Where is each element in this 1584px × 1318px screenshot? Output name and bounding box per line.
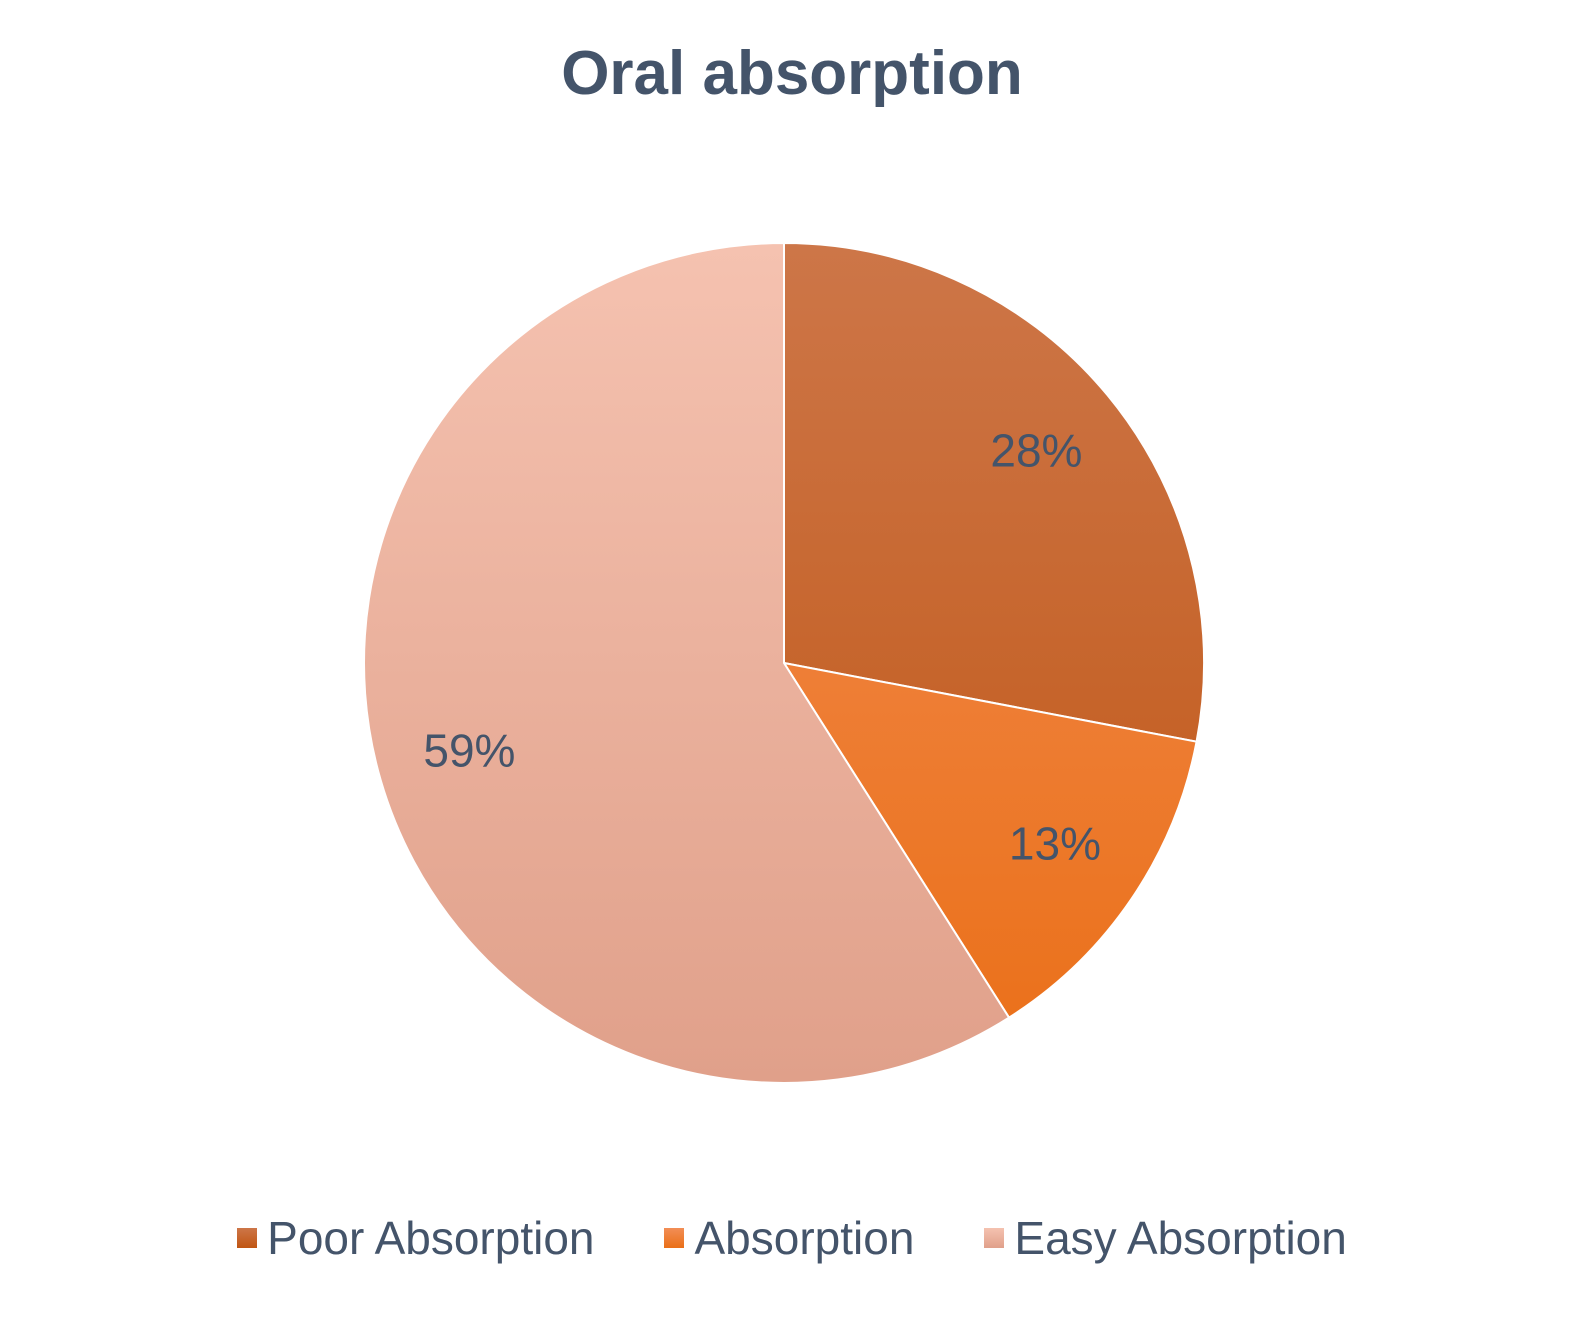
legend-swatch — [664, 1228, 685, 1248]
legend-label: Easy Absorption — [1014, 1212, 1347, 1264]
chart-title: Oral absorption — [561, 39, 1023, 108]
data-label-poor-absorption: 28% — [990, 424, 1082, 476]
pie-slice-absorption — [781, 661, 1198, 1020]
legend-item-absorption: Absorption — [664, 1211, 914, 1265]
data-label-absorption: 13% — [1009, 817, 1101, 869]
legend-label: Poor Absorption — [267, 1212, 595, 1264]
pie-slice-poor-absorption — [783, 241, 1205, 743]
legend-label: Absorption — [694, 1212, 915, 1264]
legend-item-easy-absorption: Easy Absorption — [984, 1211, 1347, 1265]
pie-slice-easy-absorption — [363, 241, 1011, 1084]
legend-swatch — [237, 1228, 258, 1248]
data-label-easy-absorption: 59% — [423, 725, 515, 777]
legend-item-poor-absorption: Poor Absorption — [237, 1211, 594, 1265]
legend: Poor Absorption Absorption Easy Absorption — [0, 1208, 1584, 1268]
legend-swatch — [984, 1228, 1005, 1248]
